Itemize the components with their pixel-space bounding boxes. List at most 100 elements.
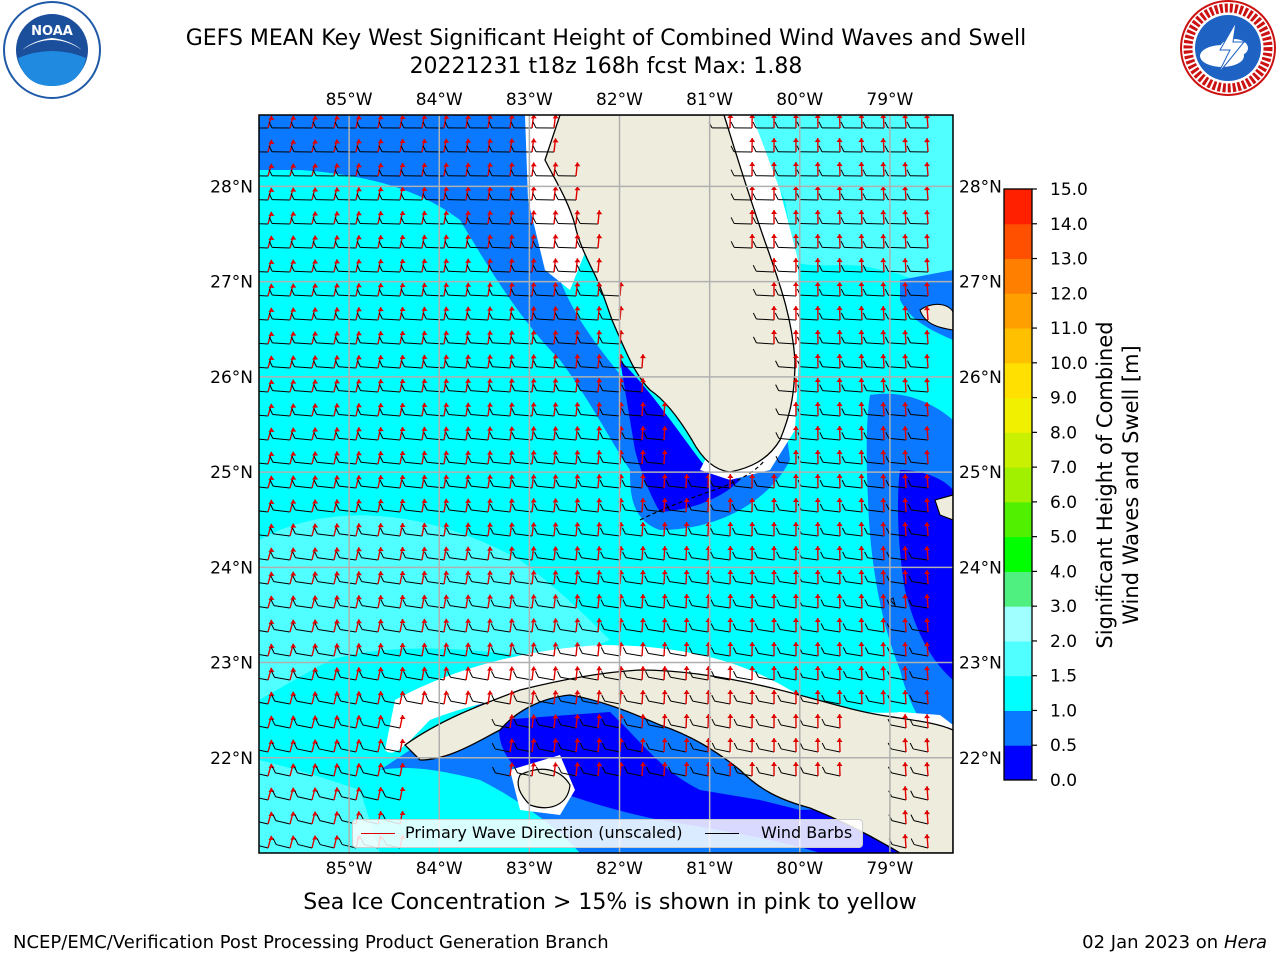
lon-label-top: 81°W <box>686 90 733 110</box>
wind-barb <box>666 551 687 561</box>
wave-direction-arrow <box>421 666 428 681</box>
wind-barb <box>554 241 577 249</box>
colorbar-segment <box>1004 258 1032 294</box>
noaa-logo: NOAA <box>3 1 101 99</box>
wind-barb <box>862 169 885 177</box>
wind-barb <box>841 503 863 513</box>
wind-barb <box>820 599 841 609</box>
wind-barb <box>689 671 709 681</box>
wind-barb <box>469 694 489 705</box>
colorbar-segment <box>1004 223 1032 260</box>
wind-barb <box>269 360 291 369</box>
wind-barb <box>360 790 379 801</box>
wind-barb <box>863 456 885 465</box>
wind-barb <box>557 671 577 681</box>
wave-direction-arrow <box>333 643 341 657</box>
wave-direction-arrow <box>465 594 472 609</box>
wave-direction-arrow <box>771 305 778 321</box>
wave-direction-arrow <box>792 473 799 489</box>
wave-direction-arrow <box>639 642 646 657</box>
wind-barb <box>356 145 379 153</box>
wave-direction-arrow <box>552 474 559 489</box>
wind-barb <box>535 766 555 777</box>
wind-barb <box>621 479 643 489</box>
wind-barb <box>336 575 357 585</box>
wind-barb <box>259 630 269 633</box>
wind-barb <box>601 694 621 705</box>
wind-barb <box>290 121 313 129</box>
wind-barb <box>445 432 467 441</box>
wave-direction-arrow <box>836 378 843 393</box>
wind-barb <box>533 503 555 513</box>
wave-direction-arrow <box>923 306 930 321</box>
wave-direction-arrow <box>814 617 821 633</box>
wind-barb <box>711 766 731 777</box>
wave-direction-arrow <box>596 234 603 249</box>
wind-barb <box>401 479 423 489</box>
colorbar-tick-label: 12.0 <box>1050 284 1088 304</box>
wave-direction-arrow <box>771 689 778 705</box>
wind-barb <box>334 193 357 201</box>
wind-barb <box>445 384 467 393</box>
wave-direction-arrow <box>377 762 384 777</box>
wind-barb <box>271 694 291 705</box>
wind-barb <box>774 193 797 201</box>
wind-barb <box>752 336 775 345</box>
wind-barb <box>533 479 555 489</box>
wind-barb <box>820 551 841 561</box>
wave-direction-arrow <box>836 642 843 657</box>
wind-barb <box>444 121 467 129</box>
wind-barb <box>753 503 775 513</box>
wave-direction-arrow <box>530 210 537 225</box>
wind-barb <box>468 551 489 561</box>
colorbar-segment <box>1004 710 1032 746</box>
wind-barb <box>533 432 555 441</box>
wave-direction-arrow <box>465 354 472 369</box>
wave-direction-arrow <box>858 450 865 465</box>
wave-direction-arrow <box>749 593 756 609</box>
wave-direction-arrow <box>683 546 690 561</box>
wind-barb <box>467 360 489 369</box>
wind-barb <box>666 623 687 633</box>
wave-direction-arrow <box>399 762 406 777</box>
wind-barb <box>599 432 621 441</box>
wave-direction-arrow <box>530 354 537 369</box>
wind-barb <box>358 599 379 609</box>
wind-barb <box>666 575 687 585</box>
wind-barb <box>335 527 357 537</box>
wave-direction-arrow <box>836 306 843 321</box>
wind-barb <box>400 288 423 297</box>
lat-label-right: 26°N <box>959 368 1002 388</box>
wave-direction-arrow <box>858 618 865 633</box>
wave-direction-arrow <box>880 282 887 297</box>
wave-direction-arrow <box>465 666 472 681</box>
wave-direction-arrow <box>443 690 450 705</box>
wave-direction-arrow <box>267 523 275 537</box>
wave-direction-arrow <box>552 378 559 393</box>
wind-barb <box>910 790 929 801</box>
wave-direction-arrow <box>333 763 341 777</box>
wind-barb <box>357 527 379 537</box>
wave-direction-arrow <box>880 354 887 369</box>
wind-barb <box>533 527 555 537</box>
wind-barb <box>841 527 863 537</box>
wind-barb <box>468 599 489 609</box>
wind-barb <box>754 647 775 657</box>
wind-barb <box>314 575 335 585</box>
wind-barb <box>644 551 665 561</box>
wave-direction-arrow <box>333 523 341 537</box>
wind-barb <box>645 671 665 681</box>
wind-barb <box>357 479 379 489</box>
wave-direction-arrow <box>355 643 362 657</box>
wind-barb <box>842 551 863 561</box>
wind-barb <box>577 479 599 489</box>
wind-barb <box>315 671 335 681</box>
wave-direction-arrow <box>683 618 690 633</box>
wind-barb <box>601 718 621 729</box>
wind-barb <box>841 432 863 441</box>
wind-barb <box>906 169 929 177</box>
wind-barb <box>259 845 269 849</box>
wind-barb <box>336 647 357 657</box>
lat-label-left: 22°N <box>210 749 253 769</box>
wave-direction-arrow <box>333 115 341 129</box>
